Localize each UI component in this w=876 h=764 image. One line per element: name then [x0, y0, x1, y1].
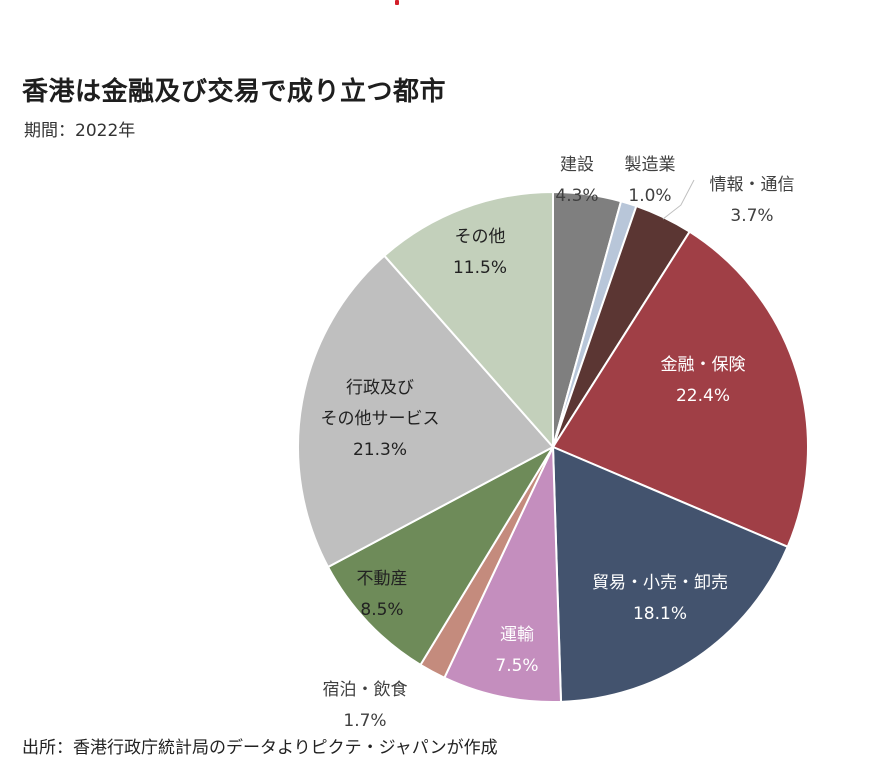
slice-value-label: 3.7%	[730, 206, 773, 226]
chart-title: 香港は金融及び交易で成り立つ都市	[22, 77, 447, 107]
leader-line-3	[662, 179, 695, 220]
slice-label: その他サービス	[321, 409, 440, 429]
slice-label: 製造業	[625, 155, 676, 175]
slice-value-label: 11.5%	[453, 258, 507, 278]
slice-label: 不動産	[357, 569, 408, 589]
slice-label: 建設	[560, 155, 594, 175]
pie-slices	[297, 190, 809, 703]
pie-slice-8	[326, 444, 556, 667]
slice-label: 宿泊・飲食	[323, 680, 408, 700]
slice-value-label: 18.1%	[633, 604, 687, 624]
slice-value-label: 22.4%	[676, 386, 730, 406]
pie-slice-6	[443, 446, 563, 703]
period-label: 期間：2022年	[24, 121, 136, 141]
slice-value-label: 7.5%	[495, 656, 538, 676]
leader-lines	[662, 179, 695, 220]
slice-value-label: 8.5%	[360, 600, 403, 620]
slice-value-label: 4.3%	[555, 186, 598, 206]
pie-slice-9	[297, 254, 555, 569]
pie-slice-10	[382, 190, 554, 450]
pie-slice-4	[551, 230, 809, 549]
slice-label: 貿易・小売・卸売	[592, 573, 728, 593]
pie-slice-5	[551, 445, 789, 703]
slice-label: 情報・通信	[710, 175, 795, 195]
slice-labels: 建設 4.3% 製造業 1.0% 情報・通信 3.7% 金融・保険 22.4% 貿易・小売・卸売…	[321, 155, 795, 731]
slice-label: 金融・保険	[661, 355, 746, 375]
slice-value-label: 21.3%	[353, 440, 407, 460]
slice-label: 運輸	[500, 625, 534, 645]
slice-label: その他	[455, 227, 506, 247]
top-accent-mark	[395, 0, 399, 5]
slice-value-label: 1.7%	[343, 711, 386, 731]
slice-value-label: 1.0%	[628, 186, 671, 206]
slice-label: 行政及び	[346, 378, 414, 398]
source-note: 出所：香港行政庁統計局のデータよりピクテ・ジャパンが作成	[22, 738, 498, 758]
